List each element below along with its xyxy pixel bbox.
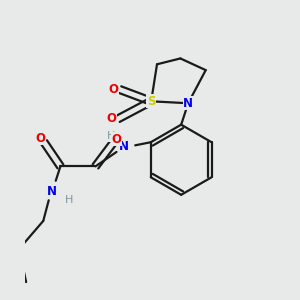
Text: O: O [111, 133, 121, 146]
Text: O: O [35, 132, 45, 145]
Text: H: H [106, 131, 115, 141]
Text: N: N [118, 140, 128, 153]
Text: O: O [106, 112, 116, 125]
Text: O: O [108, 83, 118, 96]
Text: S: S [147, 95, 155, 108]
Text: N: N [183, 97, 193, 110]
Text: N: N [47, 185, 57, 198]
Text: H: H [65, 195, 74, 205]
